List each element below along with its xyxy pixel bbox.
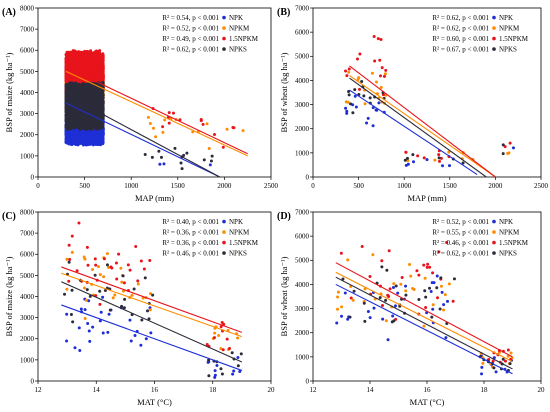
data-point [70,137,73,140]
data-point [101,132,104,135]
data-point [158,163,161,166]
data-point [93,136,96,139]
data-point [95,138,98,141]
data-point [69,131,72,134]
data-point [81,141,84,144]
data-point [84,141,87,144]
panel-label: (A) [2,7,16,18]
y-tick-label: 6000 [20,47,35,55]
data-point [73,132,76,135]
x-tick-label: 2000 [217,182,232,190]
y-tick-label: 0 [31,173,35,181]
data-point [79,141,82,144]
data-point [162,162,165,165]
data-point [83,133,86,136]
y-axis-title: BSP of maize (kg ha⁻¹) [4,52,14,132]
y-tick-label: 5000 [20,68,35,76]
data-point [209,163,212,166]
data-point [90,137,93,140]
data-point [101,141,104,144]
x-tick-label: 1000 [124,182,139,190]
y-tick-label: 2000 [20,131,35,139]
panel-a: 0 500 1000 1500 2000 2500 0 1000 2000 3000 4000 500… [2,4,279,203]
data-point [98,142,101,145]
data-point [99,135,102,138]
data-point [90,132,93,135]
x-tick-label: 0 [36,182,40,190]
data-point [75,136,78,139]
y-tick-label: 8000 [20,4,35,12]
x-tick-label: 2500 [264,182,279,190]
y-tick-label: 7000 [20,26,35,34]
data-point [86,138,89,141]
x-tick-label: 500 [79,182,90,190]
x-axis-title: MAP (mm) [135,193,174,203]
data-point [65,138,68,141]
y-tick-label: 1000 [20,152,35,160]
y-tick-label: 4000 [20,89,35,97]
data-point [72,140,75,143]
data-point [74,142,77,145]
x-tick-label: 1500 [171,182,186,190]
data-point [78,132,81,135]
y-tick-label: 3000 [20,110,35,118]
